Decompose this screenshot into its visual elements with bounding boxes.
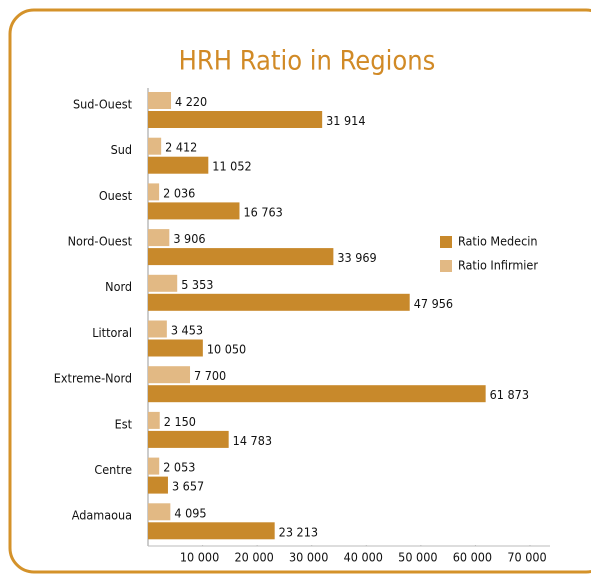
value-label: 3 453 bbox=[171, 323, 203, 338]
y-tick-label: Nord bbox=[105, 279, 132, 294]
value-label: 2 412 bbox=[165, 140, 197, 155]
bar bbox=[148, 202, 240, 220]
bar bbox=[148, 476, 168, 494]
x-tick-label: 20 000 bbox=[234, 550, 273, 565]
y-tick-label: Extreme-Nord bbox=[54, 371, 132, 386]
bar bbox=[148, 92, 172, 109]
value-label: 47 956 bbox=[414, 296, 453, 311]
frame bbox=[8, 8, 591, 574]
value-label: 10 050 bbox=[207, 342, 246, 357]
value-label: 7 700 bbox=[194, 368, 226, 383]
y-tick-label: Sud-Ouest bbox=[73, 96, 133, 111]
bar bbox=[148, 457, 160, 475]
legend-swatch bbox=[440, 260, 452, 272]
x-tick-label: 10 000 bbox=[180, 550, 219, 565]
y-tick-label: Centre bbox=[94, 462, 132, 477]
bar bbox=[148, 366, 191, 384]
value-label: 2 053 bbox=[163, 460, 195, 475]
bar bbox=[148, 156, 209, 174]
y-tick-label: Ouest bbox=[99, 188, 133, 203]
value-label: 4 095 bbox=[174, 505, 206, 520]
value-label: 2 150 bbox=[164, 414, 196, 429]
y-tick-label: Sud bbox=[111, 142, 132, 157]
value-label: 33 969 bbox=[337, 250, 376, 265]
x-tick-label: 30 000 bbox=[289, 550, 328, 565]
y-tick-label: Nord-Ouest bbox=[68, 233, 133, 248]
value-label: 2 036 bbox=[163, 185, 195, 200]
value-label: 23 213 bbox=[279, 524, 318, 539]
bar bbox=[148, 320, 167, 338]
bar bbox=[148, 411, 160, 429]
value-label: 3 657 bbox=[172, 479, 204, 494]
y-tick-label: Adamaoua bbox=[72, 508, 132, 523]
bar bbox=[148, 430, 229, 448]
y-tick-label: Littoral bbox=[92, 325, 132, 340]
bar bbox=[148, 522, 275, 540]
bar bbox=[148, 274, 178, 292]
y-tick-label: Est bbox=[115, 416, 133, 431]
bar bbox=[148, 293, 410, 311]
bar bbox=[148, 229, 170, 247]
value-label: 14 783 bbox=[233, 433, 272, 448]
x-tick-label: 60 000 bbox=[453, 550, 492, 565]
chart-title: HRH Ratio in Regions bbox=[179, 46, 436, 77]
value-label: 11 052 bbox=[212, 159, 251, 174]
legend-label: Ratio Medecin bbox=[458, 234, 538, 249]
bar bbox=[148, 339, 203, 357]
x-tick-label: 70 000 bbox=[507, 550, 546, 565]
value-label: 5 353 bbox=[181, 277, 213, 292]
legend-swatch bbox=[440, 236, 452, 248]
value-label: 3 906 bbox=[173, 231, 205, 246]
bar bbox=[148, 111, 323, 128]
legend-label: Ratio Infirmier bbox=[458, 258, 538, 273]
bar bbox=[148, 503, 171, 521]
value-label: 16 763 bbox=[243, 204, 282, 219]
bar bbox=[148, 183, 160, 201]
value-label: 31 914 bbox=[326, 113, 365, 128]
x-tick-label: 50 000 bbox=[398, 550, 437, 565]
bar bbox=[148, 385, 486, 403]
value-label: 4 220 bbox=[175, 94, 207, 109]
bar bbox=[148, 248, 334, 266]
x-tick-label: 40 000 bbox=[344, 550, 383, 565]
value-label: 61 873 bbox=[490, 387, 529, 402]
bar bbox=[148, 137, 162, 155]
